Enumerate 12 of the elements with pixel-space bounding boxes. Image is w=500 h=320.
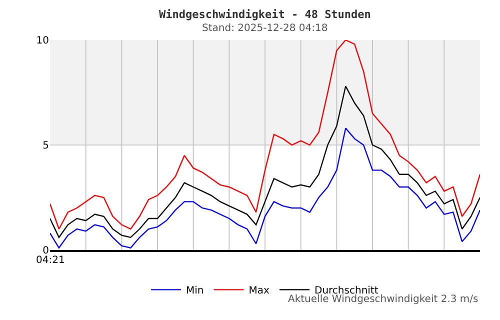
line-series: [50, 86, 480, 238]
line-series: [50, 128, 480, 248]
legend-label: Min: [186, 286, 204, 297]
chart-subtitle: Stand: 2025-12-28 04:18: [202, 23, 328, 34]
line-series: [50, 40, 480, 230]
y-tick-label: 10: [36, 36, 49, 46]
chart-title: Windgeschwindigkeit - 48 Stunden: [159, 8, 371, 21]
y-tick-label: 5: [42, 140, 49, 152]
y-tick-label: 0: [42, 246, 49, 256]
text: Aktuelle Windgeschwindigkeit 2.3 m/s: [288, 294, 478, 305]
text: 04:21: [36, 255, 65, 266]
legend-label: Max: [248, 286, 270, 297]
